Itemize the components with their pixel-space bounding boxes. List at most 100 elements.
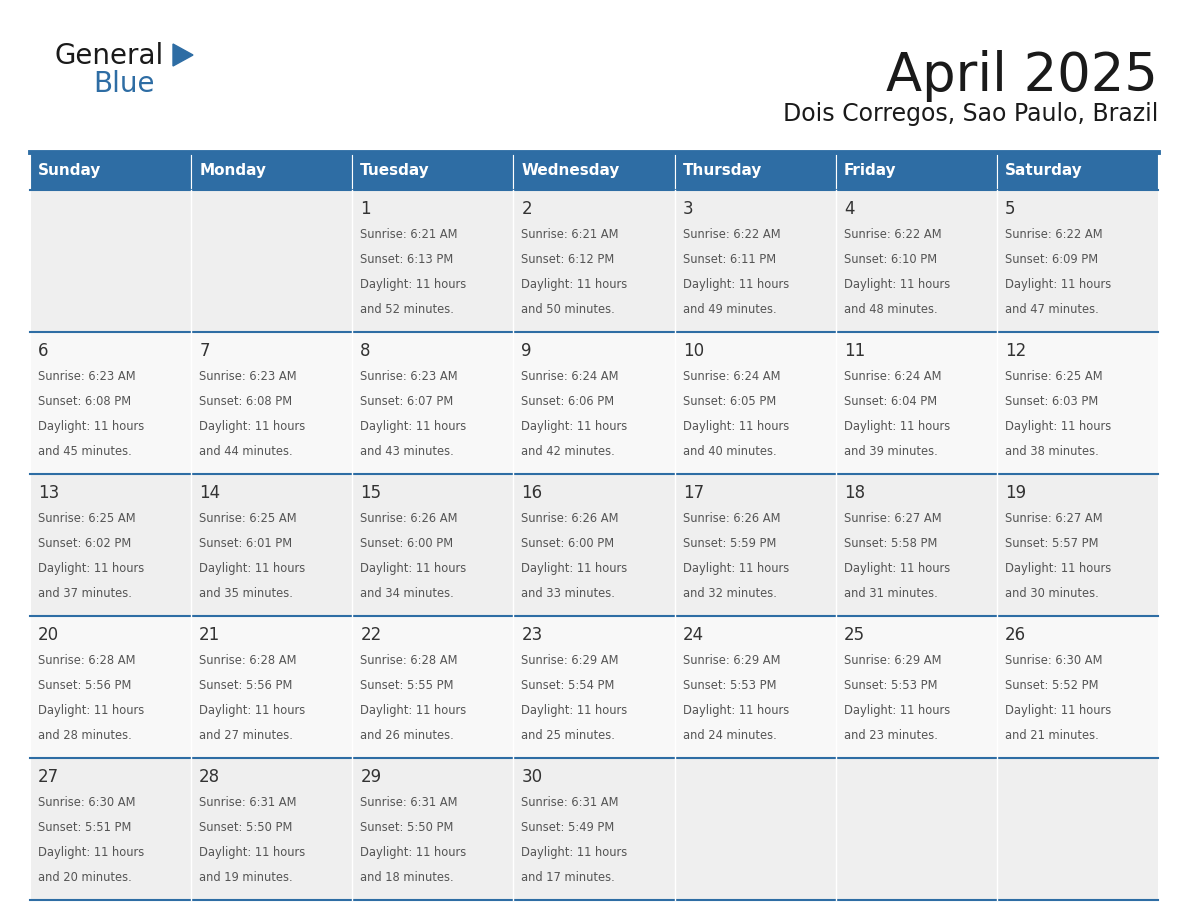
Text: Daylight: 11 hours: Daylight: 11 hours [360,846,467,859]
Text: Sunrise: 6:23 AM: Sunrise: 6:23 AM [200,370,297,384]
Bar [191,758,353,900]
Bar [835,332,997,474]
Text: Monday: Monday [200,163,266,178]
Text: 23: 23 [522,626,543,644]
Text: Daylight: 11 hours: Daylight: 11 hours [360,278,467,291]
Text: Sunset: 6:03 PM: Sunset: 6:03 PM [1005,395,1098,409]
Text: Daylight: 11 hours: Daylight: 11 hours [843,420,950,433]
Text: Sunrise: 6:24 AM: Sunrise: 6:24 AM [683,370,781,384]
Text: and 31 minutes.: and 31 minutes. [843,587,937,599]
Text: and 37 minutes.: and 37 minutes. [38,587,132,599]
Text: Saturday: Saturday [1005,163,1082,178]
Text: and 44 minutes.: and 44 minutes. [200,445,292,458]
Text: Daylight: 11 hours: Daylight: 11 hours [522,562,627,575]
Bar [997,758,1158,900]
Bar [30,190,191,332]
Text: Sunset: 6:06 PM: Sunset: 6:06 PM [522,395,614,409]
Text: Daylight: 11 hours: Daylight: 11 hours [1005,420,1111,433]
Text: Dois Corregos, Sao Paulo, Brazil: Dois Corregos, Sao Paulo, Brazil [783,102,1158,126]
Text: Sunrise: 6:31 AM: Sunrise: 6:31 AM [360,796,457,810]
Text: Sunset: 6:09 PM: Sunset: 6:09 PM [1005,253,1098,266]
Text: Wednesday: Wednesday [522,163,620,178]
Text: and 52 minutes.: and 52 minutes. [360,303,454,316]
Text: 25: 25 [843,626,865,644]
Text: Sunrise: 6:23 AM: Sunrise: 6:23 AM [360,370,457,384]
Bar [30,332,191,474]
Bar [191,474,353,616]
Text: Sunset: 6:11 PM: Sunset: 6:11 PM [683,253,776,266]
Bar [997,152,1158,190]
Text: Sunrise: 6:31 AM: Sunrise: 6:31 AM [200,796,297,810]
Text: and 26 minutes.: and 26 minutes. [360,729,454,742]
Text: Sunset: 6:08 PM: Sunset: 6:08 PM [200,395,292,409]
Text: Daylight: 11 hours: Daylight: 11 hours [843,562,950,575]
Text: Sunset: 6:02 PM: Sunset: 6:02 PM [38,537,132,550]
Bar [675,616,835,758]
Text: Sunset: 6:00 PM: Sunset: 6:00 PM [522,537,614,550]
Text: 18: 18 [843,484,865,502]
Text: Sunset: 5:56 PM: Sunset: 5:56 PM [38,679,132,692]
Text: 22: 22 [360,626,381,644]
Text: Sunset: 6:05 PM: Sunset: 6:05 PM [683,395,776,409]
Bar [997,616,1158,758]
Text: Sunrise: 6:30 AM: Sunrise: 6:30 AM [38,796,135,810]
Text: and 32 minutes.: and 32 minutes. [683,587,777,599]
Bar [191,616,353,758]
Bar [513,190,675,332]
Text: Sunset: 6:12 PM: Sunset: 6:12 PM [522,253,614,266]
Text: and 20 minutes.: and 20 minutes. [38,871,132,884]
Text: Daylight: 11 hours: Daylight: 11 hours [683,420,789,433]
Text: and 23 minutes.: and 23 minutes. [843,729,937,742]
Text: Daylight: 11 hours: Daylight: 11 hours [360,704,467,717]
Bar [30,616,191,758]
Text: Sunset: 5:53 PM: Sunset: 5:53 PM [843,679,937,692]
Bar [353,758,513,900]
Bar [353,332,513,474]
Text: Sunset: 5:55 PM: Sunset: 5:55 PM [360,679,454,692]
Bar [675,332,835,474]
Text: Sunrise: 6:28 AM: Sunrise: 6:28 AM [360,655,457,667]
Text: Sunset: 5:56 PM: Sunset: 5:56 PM [200,679,292,692]
Bar [513,758,675,900]
Text: and 17 minutes.: and 17 minutes. [522,871,615,884]
Text: Sunset: 6:13 PM: Sunset: 6:13 PM [360,253,454,266]
Text: Sunrise: 6:28 AM: Sunrise: 6:28 AM [200,655,297,667]
Bar [835,474,997,616]
Bar [513,152,675,190]
Text: and 50 minutes.: and 50 minutes. [522,303,615,316]
Text: and 21 minutes.: and 21 minutes. [1005,729,1099,742]
Text: and 19 minutes.: and 19 minutes. [200,871,292,884]
Text: 1: 1 [360,200,371,218]
Text: Sunrise: 6:25 AM: Sunrise: 6:25 AM [200,512,297,525]
Text: 28: 28 [200,768,220,786]
Text: Daylight: 11 hours: Daylight: 11 hours [683,704,789,717]
Text: Thursday: Thursday [683,163,762,178]
Text: Sunrise: 6:21 AM: Sunrise: 6:21 AM [360,229,457,241]
Text: Sunrise: 6:24 AM: Sunrise: 6:24 AM [843,370,941,384]
Text: Sunrise: 6:25 AM: Sunrise: 6:25 AM [38,512,135,525]
Bar [675,758,835,900]
Bar [835,758,997,900]
Bar [835,616,997,758]
Text: and 30 minutes.: and 30 minutes. [1005,587,1099,599]
Text: Sunrise: 6:29 AM: Sunrise: 6:29 AM [522,655,619,667]
Text: and 25 minutes.: and 25 minutes. [522,729,615,742]
Text: Daylight: 11 hours: Daylight: 11 hours [683,278,789,291]
Text: 16: 16 [522,484,543,502]
Text: 27: 27 [38,768,59,786]
Text: 19: 19 [1005,484,1026,502]
Text: Sunset: 6:04 PM: Sunset: 6:04 PM [843,395,937,409]
Text: 21: 21 [200,626,221,644]
Text: Daylight: 11 hours: Daylight: 11 hours [38,846,144,859]
Bar [191,152,353,190]
Text: Daylight: 11 hours: Daylight: 11 hours [683,562,789,575]
Text: Daylight: 11 hours: Daylight: 11 hours [843,278,950,291]
Text: Sunday: Sunday [38,163,101,178]
Bar [513,616,675,758]
Text: and 18 minutes.: and 18 minutes. [360,871,454,884]
Text: Sunset: 5:59 PM: Sunset: 5:59 PM [683,537,776,550]
Text: Sunset: 5:52 PM: Sunset: 5:52 PM [1005,679,1099,692]
Text: Sunrise: 6:25 AM: Sunrise: 6:25 AM [1005,370,1102,384]
Text: Sunset: 5:57 PM: Sunset: 5:57 PM [1005,537,1099,550]
Text: and 49 minutes.: and 49 minutes. [683,303,776,316]
